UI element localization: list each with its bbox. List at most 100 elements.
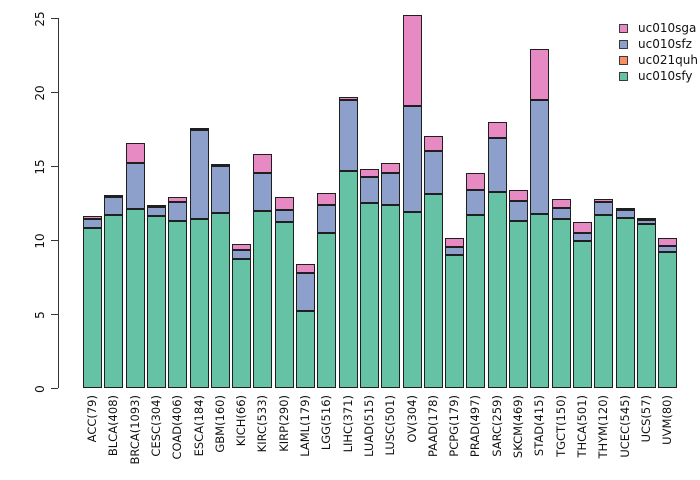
segment-uc010sfz <box>168 201 188 221</box>
segment-uc010sfz <box>658 246 678 252</box>
segment-uc010sga <box>423 135 443 152</box>
segment-uc010sga <box>572 221 592 233</box>
segment-uc010sga <box>402 15 422 106</box>
segment-uc010sfy <box>146 216 166 388</box>
segment-uc010sga <box>551 199 571 209</box>
segment-uc010sfz <box>338 99 358 172</box>
legend-item-uc010sfz: uc010sfz <box>619 37 692 51</box>
y-tick <box>51 91 58 93</box>
bar-ucec <box>615 208 635 388</box>
bar-pcpg <box>445 237 465 388</box>
segment-uc010sfy <box>317 233 337 388</box>
segment-uc010sga <box>466 172 486 190</box>
y-tick-label: 5 <box>33 311 47 319</box>
y-tick-label: 15 <box>33 159 47 175</box>
legend-item-uc010sga: uc010sga <box>619 21 696 35</box>
segment-uc010sga <box>615 208 635 211</box>
segment-uc010sga <box>445 237 465 247</box>
bar-stad <box>530 48 550 388</box>
bar-gbm <box>210 163 230 388</box>
segment-uc010sfy <box>487 192 507 388</box>
segment-uc010sfz <box>317 204 337 234</box>
segment-uc010sfy <box>338 171 358 388</box>
segment-uc010sga <box>146 205 166 208</box>
y-tick-label: 10 <box>33 233 47 249</box>
bar-lusc <box>381 163 401 388</box>
legend-swatch-icon <box>619 71 628 81</box>
segment-uc010sga <box>104 195 124 198</box>
segment-uc010sfz <box>594 201 614 215</box>
bar-thym <box>594 198 614 388</box>
legend-swatch-icon <box>619 55 628 65</box>
segment-uc010sfy <box>402 212 422 388</box>
y-tick <box>51 17 58 19</box>
bar-luad <box>359 169 379 388</box>
segment-uc010sfy <box>253 210 273 388</box>
segment-uc010sfz <box>509 200 528 221</box>
segment-uc010sfz <box>530 100 550 215</box>
segment-uc010sfy <box>189 218 209 388</box>
segment-uc010sfz <box>381 172 401 205</box>
segment-uc010sfz <box>146 207 166 217</box>
bar-tgct <box>551 199 571 388</box>
segment-uc010sfz <box>189 130 209 219</box>
bar-ucs <box>636 217 656 388</box>
y-tick <box>51 387 58 389</box>
segment-uc010sfy <box>210 213 230 388</box>
bar-kich <box>232 243 252 388</box>
segment-uc010sfy <box>594 214 614 388</box>
legend-swatch-icon <box>619 23 628 33</box>
bar-laml <box>296 263 315 388</box>
y-axis-line <box>58 18 59 388</box>
y-tick <box>51 165 58 167</box>
segment-uc010sga <box>189 128 209 131</box>
y-tick <box>51 239 58 241</box>
segment-uc010sga <box>296 263 315 273</box>
segment-uc010sfy <box>296 311 315 388</box>
segment-uc010sfy <box>466 214 486 388</box>
segment-uc010sga <box>636 217 656 220</box>
segment-uc010sfy <box>636 223 656 388</box>
segment-uc010sfy <box>104 214 124 388</box>
segment-uc010sfz <box>359 177 379 204</box>
legend-swatch-icon <box>619 39 628 49</box>
bar-kirp <box>274 197 294 388</box>
legend-label: uc010sfz <box>638 37 692 51</box>
bar-esca <box>189 128 209 388</box>
bar-ov <box>402 15 422 388</box>
segment-uc010sfy <box>658 251 678 388</box>
segment-uc010sga <box>253 153 273 173</box>
segment-uc010sfz <box>232 250 252 260</box>
bar-brca <box>125 142 145 388</box>
x-axis-label: UVM(80) <box>660 395 675 445</box>
segment-uc010sga <box>274 197 294 210</box>
segment-uc010sfy <box>445 254 465 388</box>
bar-thca <box>572 221 592 388</box>
segment-uc010sfz <box>487 138 507 193</box>
segment-uc010sga <box>125 142 145 164</box>
segment-uc010sfz <box>253 172 273 211</box>
y-tick-label: 20 <box>33 85 47 101</box>
segment-uc010sfy <box>530 214 550 388</box>
bar-skcm <box>509 189 528 388</box>
segment-uc010sfz <box>210 165 230 213</box>
segment-uc010sfz <box>423 151 443 195</box>
y-tick-label: 25 <box>33 11 47 27</box>
segment-uc010sfy <box>615 217 635 388</box>
segment-uc010sfy <box>359 203 379 388</box>
segment-uc010sga <box>168 197 188 202</box>
segment-uc010sga <box>359 169 379 178</box>
bar-blca <box>104 195 124 388</box>
segment-uc010sfz <box>445 246 465 255</box>
segment-uc010sga <box>338 96 358 100</box>
segment-uc010sga <box>509 189 528 201</box>
y-tick-label: 0 <box>33 385 47 393</box>
segment-uc010sfz <box>615 210 635 218</box>
segment-uc010sfy <box>83 228 102 388</box>
segment-uc010sfy <box>572 240 592 388</box>
segment-uc010sfy <box>551 218 571 388</box>
segment-uc010sga <box>381 163 401 173</box>
bar-kirc <box>253 153 273 388</box>
segment-uc010sfy <box>125 209 145 388</box>
